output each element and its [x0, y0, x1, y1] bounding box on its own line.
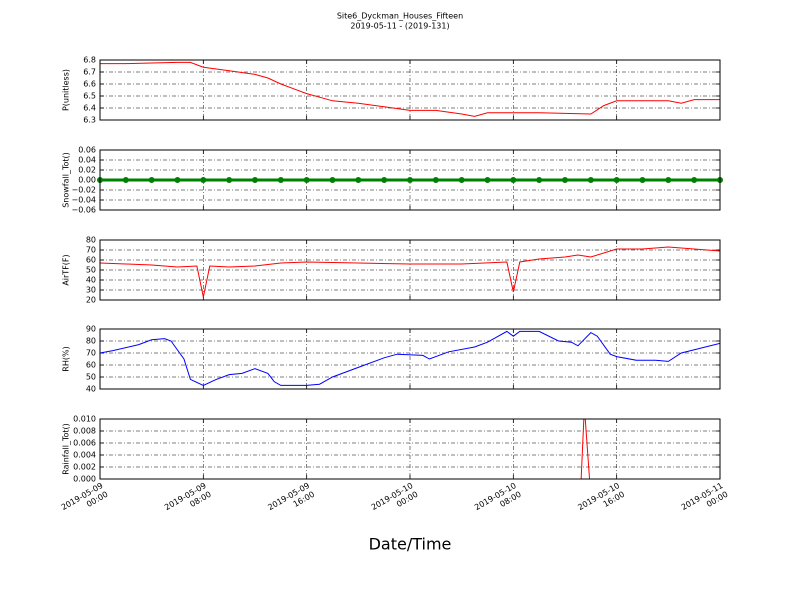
y-axis-label: Rainfall_Tot() [62, 423, 71, 475]
data-line [100, 330, 720, 386]
data-point [639, 177, 646, 183]
y-tick-label: 0.002 [73, 463, 96, 472]
plot-frame [99, 239, 721, 301]
data-point [226, 177, 233, 183]
y-tick-label: 0.004 [73, 451, 96, 460]
y-tick-label: 0.02 [78, 166, 96, 175]
data-point [200, 177, 207, 183]
y-tick-label: 50 [86, 266, 96, 275]
y-tick-label: 6.5 [83, 92, 96, 101]
data-line [100, 61, 720, 117]
data-point [587, 177, 594, 183]
data-point [510, 177, 517, 183]
plot-frame [99, 418, 721, 480]
y-axis-label: AirTF(F) [62, 254, 71, 285]
data-line [100, 246, 720, 298]
data-point [536, 177, 543, 183]
y-tick-label: 30 [86, 286, 96, 295]
y-tick-label: 6.8 [83, 56, 96, 65]
data-point [148, 177, 155, 183]
y-tick-label: −0.04 [71, 196, 96, 205]
y-tick-label: 0.008 [73, 427, 96, 436]
y-tick-label: 90 [86, 325, 96, 334]
y-tick-label: 6.4 [83, 104, 96, 113]
y-tick-label: 0.06 [78, 146, 96, 155]
data-point [381, 177, 388, 183]
y-tick-label: 40 [86, 385, 96, 394]
figure-subtitle: 2019-05-11 - (2019-131) [350, 22, 449, 31]
data-point [355, 177, 362, 183]
y-tick-label: 80 [86, 337, 96, 346]
y-axis-label: Snowfall_Tot() [62, 152, 71, 208]
data-point [252, 177, 258, 183]
y-tick-label: 60 [86, 361, 96, 370]
plot-frame [99, 149, 721, 211]
data-point [329, 177, 336, 183]
data-point [407, 177, 413, 183]
y-tick-label: 50 [86, 373, 96, 382]
data-point [174, 177, 181, 183]
y-tick-label: −0.06 [71, 206, 96, 215]
data-point [562, 177, 568, 183]
data-point [432, 177, 439, 183]
y-axis-label: P(unitless) [62, 69, 71, 111]
y-tick-label: 6.6 [83, 80, 96, 89]
data-point [458, 177, 465, 183]
plot-frame [99, 328, 721, 390]
y-axis-label: RH(%) [62, 346, 71, 371]
data-point [122, 177, 129, 183]
data-point [691, 177, 698, 183]
y-tick-label: 0.006 [73, 439, 96, 448]
y-tick-label: 70 [86, 246, 96, 255]
data-point [303, 177, 310, 183]
y-tick-label: 60 [86, 256, 96, 265]
y-tick-label: 6.3 [83, 116, 96, 125]
data-point [484, 177, 491, 183]
y-tick-label: 6.7 [83, 68, 96, 77]
y-tick-label: 80 [86, 236, 96, 245]
y-tick-label: 20 [86, 296, 96, 305]
plot-frame [99, 59, 721, 121]
y-tick-label: 70 [86, 349, 96, 358]
y-tick-label: 0.010 [73, 415, 96, 424]
data-point [277, 177, 284, 183]
y-tick-label: −0.02 [71, 186, 96, 195]
y-tick-label: 0.00 [78, 176, 96, 185]
x-axis-label: Date/Time [369, 535, 452, 554]
figure-title: Site6_Dyckman_Houses_Fifteen [337, 12, 463, 21]
y-tick-label: 0.04 [78, 156, 96, 165]
y-tick-label: 40 [86, 276, 96, 285]
data-point [613, 177, 620, 183]
data-point [665, 177, 672, 183]
y-tick-label: 0.000 [73, 475, 96, 484]
